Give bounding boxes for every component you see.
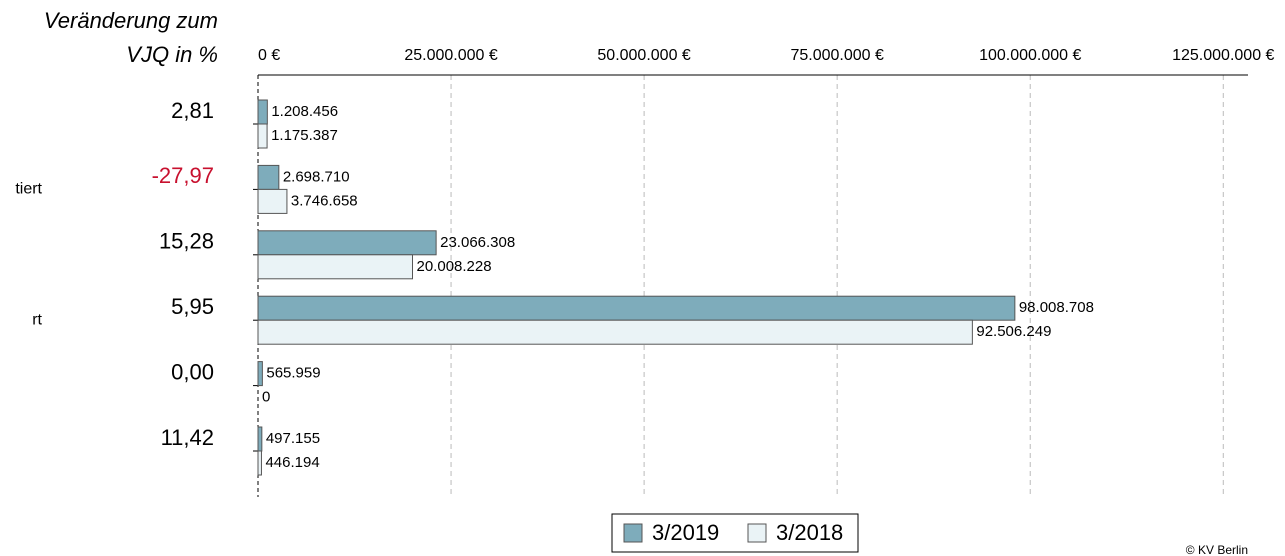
bar [257, 361, 263, 387]
change-title: Veränderung zum [44, 8, 218, 33]
bar [257, 254, 414, 280]
value-label: 1.208.456 [271, 103, 338, 120]
bar [257, 295, 1016, 321]
value-label: 497.155 [266, 430, 320, 447]
bar [257, 426, 263, 452]
bar [257, 230, 437, 256]
change-label: 5,95 [171, 294, 214, 319]
legend-swatch [623, 523, 643, 543]
x-tick-label: 0 € [258, 47, 280, 64]
change-label: 0,00 [171, 359, 214, 384]
legend-swatch [747, 523, 767, 543]
x-tick-label: 75.000.000 € [790, 47, 884, 64]
value-label: 23.066.308 [440, 234, 515, 251]
change-title: VJQ in % [126, 42, 218, 67]
bar [257, 123, 268, 149]
x-tick-label: 125.000.000 € [1172, 47, 1274, 64]
x-tick-label: 50.000.000 € [597, 47, 691, 64]
value-label: 92.506.249 [976, 323, 1051, 340]
legend-label: 3/2019 [652, 520, 719, 545]
bar [257, 188, 288, 214]
value-label: 98.008.708 [1019, 299, 1094, 316]
x-tick-label: 100.000.000 € [979, 47, 1081, 64]
value-label: 3.746.658 [291, 192, 358, 209]
legend: 3/2019 3/2018 [611, 513, 859, 553]
change-label: 11,42 [161, 425, 214, 450]
credit: © KV Berlin [1186, 543, 1248, 556]
change-label: 15,28 [159, 229, 214, 254]
value-label: 20.008.228 [417, 258, 492, 275]
value-label: 565.959 [266, 365, 320, 382]
value-label: 1.175.387 [271, 127, 338, 144]
bar [257, 164, 280, 190]
change-label: 2,81 [171, 98, 214, 123]
change-label: -27,97 [152, 163, 214, 188]
bar [257, 99, 268, 125]
category-label: tiert [15, 181, 42, 198]
bar [257, 319, 973, 345]
value-label: 446.194 [265, 454, 319, 471]
legend-box [611, 513, 859, 553]
bar [257, 450, 262, 476]
value-label: 2.698.710 [283, 168, 350, 185]
value-label: 0 [262, 389, 270, 406]
category-label: rt [32, 311, 42, 328]
x-tick-label: 25.000.000 € [404, 47, 498, 64]
legend-label: 3/2018 [776, 520, 843, 545]
